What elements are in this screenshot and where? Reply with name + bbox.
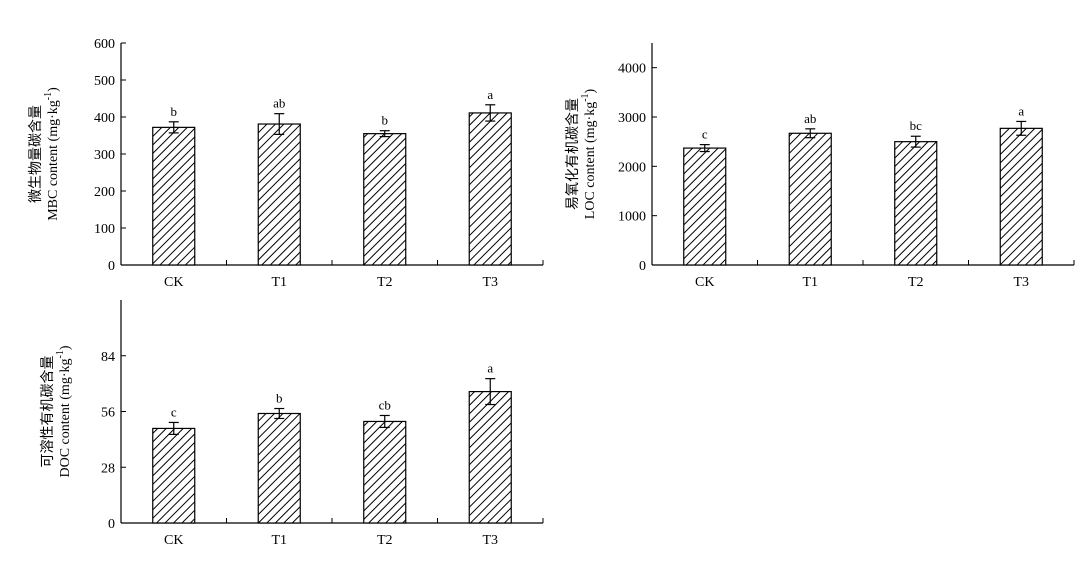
category-label: T3 (482, 275, 498, 290)
y-axis-label-close: ) (46, 87, 61, 92)
category-label: CK (695, 275, 714, 290)
category-label: T2 (377, 533, 393, 548)
y-axis-label-cn: 可溶性有机碳含量 (40, 356, 56, 468)
y-axis-label-cn: 易氧化有机碳含量 (565, 98, 581, 210)
y-axis-label-cn: 微生物量碳含量 (28, 105, 44, 203)
bar-t2 (363, 420, 407, 524)
significance-label: a (1018, 103, 1024, 118)
y-tick-label: 500 (94, 74, 115, 89)
y-tick-label: 0 (639, 259, 646, 274)
y-axis-label-en: LOC content (mg·kg-1) (580, 88, 598, 219)
category-label: T3 (1013, 275, 1029, 290)
y-tick-label: 100 (94, 222, 115, 237)
significance-label: b (171, 104, 178, 119)
y-axis-label-sup: -1 (55, 350, 66, 358)
y-axis-label: 可溶性有机碳含量 DOC content (mg·kg-1) (40, 345, 73, 477)
y-axis-label-en: DOC content (mg·kg-1) (55, 345, 73, 477)
significance-label: b (276, 391, 283, 406)
significance-label: b (382, 113, 389, 128)
y-axis-label-en: MBC content (mg·kg-1) (43, 87, 61, 221)
bar-t3 (468, 390, 512, 524)
bar-t1 (257, 412, 301, 524)
bar-ck (683, 147, 727, 266)
loc-chart: 0 1000 2000 3000 4000 c CK ab T1 bc T2 a T3 易氧化有机碳含量 L… (565, 43, 1075, 290)
bar-t3 (999, 127, 1043, 266)
significance-label: ab (273, 96, 285, 111)
significance-label: bc (910, 118, 923, 133)
bar-t3 (468, 112, 512, 266)
y-tick-label: 0 (108, 517, 115, 532)
significance-label: a (487, 361, 493, 376)
y-axis-label-close: ) (58, 345, 73, 350)
y-axis-label-close: ) (583, 88, 598, 93)
y-tick-label: 4000 (618, 62, 646, 77)
y-tick-label: 2000 (618, 160, 646, 175)
bar-t1 (788, 132, 832, 266)
category-label: T1 (271, 275, 287, 290)
significance-label: c (702, 127, 708, 142)
y-axis-label: 微生物量碳含量 MBC content (mg·kg-1) (28, 87, 61, 221)
doc-chart: 0 28 56 84 c CK b T1 cb T2 a T3 可溶性有机碳含量 DOC content … (40, 300, 544, 548)
y-tick-label: 56 (101, 406, 115, 421)
y-tick-label: 1000 (618, 210, 646, 225)
y-axis-label-sup: -1 (43, 92, 54, 100)
y-tick-label: 300 (94, 148, 115, 163)
y-axis-label: 易氧化有机碳含量 LOC content (mg·kg-1) (565, 88, 598, 219)
y-axis-label-sup: -1 (580, 93, 591, 101)
bar-t2 (894, 141, 938, 266)
category-label: CK (164, 275, 183, 290)
y-tick-label: 0 (108, 259, 115, 274)
y-tick-label: 400 (94, 111, 115, 126)
y-tick-label: 84 (101, 350, 115, 365)
category-label: T2 (377, 275, 393, 290)
bar-ck (152, 427, 196, 524)
y-axis-label-en-main: LOC content (mg·kg (583, 102, 598, 219)
y-axis-label-en-main: DOC content (mg·kg (58, 359, 73, 478)
y-tick-label: 200 (94, 185, 115, 200)
category-label: CK (164, 533, 183, 548)
bar-t2 (363, 133, 407, 266)
bar-t1 (257, 123, 301, 266)
significance-label: ab (804, 111, 816, 126)
category-label: T3 (482, 533, 498, 548)
y-axis-label-en-main: MBC content (mg·kg (46, 100, 61, 221)
significance-label: a (487, 87, 493, 102)
significance-label: cb (379, 397, 391, 412)
category-label: T2 (908, 275, 924, 290)
bar-ck (152, 126, 196, 266)
y-tick-label: 28 (101, 461, 115, 476)
significance-label: c (171, 404, 177, 419)
y-tick-label: 3000 (618, 111, 646, 126)
y-tick-label: 600 (94, 37, 115, 52)
category-label: T1 (802, 275, 818, 290)
category-label: T1 (271, 533, 287, 548)
mbc-chart: 0 100 200 300 400 500 600 b CK ab T1 b T2 a T3 微生物量碳含量 M… (28, 37, 544, 290)
